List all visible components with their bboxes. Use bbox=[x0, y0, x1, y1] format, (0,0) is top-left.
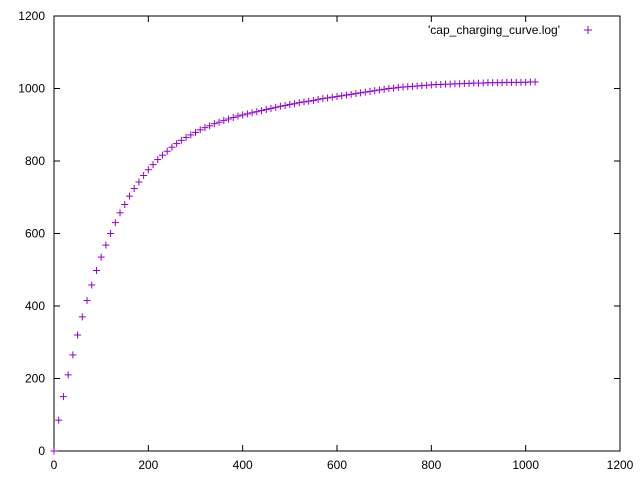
data-point bbox=[295, 99, 303, 107]
data-point bbox=[210, 120, 218, 128]
data-point bbox=[390, 84, 398, 92]
data-point bbox=[192, 128, 199, 136]
data-point bbox=[144, 166, 152, 174]
x-tick-label: 0 bbox=[51, 458, 58, 472]
data-point bbox=[50, 447, 58, 455]
data-point bbox=[177, 136, 185, 144]
data-point bbox=[286, 100, 294, 108]
x-tick-label: 1000 bbox=[512, 458, 539, 472]
data-point bbox=[380, 85, 388, 93]
y-tick-label: 1000 bbox=[18, 82, 45, 96]
x-tick-label: 800 bbox=[421, 458, 441, 472]
data-point bbox=[206, 122, 214, 130]
data-point bbox=[324, 94, 332, 102]
data-point bbox=[88, 281, 96, 289]
data-point bbox=[78, 313, 86, 321]
data-point bbox=[59, 393, 67, 401]
y-tick-label: 200 bbox=[25, 372, 45, 386]
x-tick-label: 200 bbox=[138, 458, 158, 472]
data-point bbox=[258, 107, 266, 115]
data-point bbox=[125, 192, 133, 200]
data-point bbox=[97, 253, 105, 261]
data-point bbox=[92, 266, 100, 274]
data-point bbox=[69, 351, 77, 359]
y-tick-label: 400 bbox=[25, 299, 45, 313]
data-point bbox=[130, 185, 138, 193]
data-point bbox=[366, 87, 374, 95]
data-point bbox=[201, 124, 209, 132]
data-point bbox=[158, 151, 166, 159]
data-point bbox=[111, 219, 119, 227]
data-point bbox=[140, 172, 148, 179]
data-point bbox=[272, 103, 280, 111]
data-point bbox=[220, 116, 228, 124]
data-point bbox=[333, 92, 341, 100]
data-point bbox=[361, 88, 369, 96]
data-point bbox=[64, 371, 72, 379]
data-point bbox=[309, 96, 317, 104]
legend-label: 'cap_charging_curve.log' bbox=[428, 23, 560, 37]
data-point bbox=[225, 115, 233, 123]
data-point bbox=[276, 102, 284, 110]
data-point bbox=[375, 86, 383, 94]
data-point bbox=[116, 209, 124, 217]
data-point bbox=[328, 93, 336, 101]
x-tick-label: 600 bbox=[327, 458, 347, 472]
data-point bbox=[215, 118, 223, 126]
data-point bbox=[182, 133, 190, 141]
data-point bbox=[531, 78, 539, 86]
data-point bbox=[347, 90, 355, 98]
data-point bbox=[107, 230, 115, 237]
data-point bbox=[187, 131, 195, 139]
axis-ticks bbox=[53, 15, 621, 452]
data-point bbox=[262, 106, 270, 114]
data-point bbox=[248, 109, 256, 117]
axis-tick-labels: 0 200 400 600 800 1000 1200 0 200 400 600 800 1000 12… bbox=[18, 9, 633, 472]
data-point bbox=[342, 91, 350, 99]
data-point bbox=[55, 416, 63, 424]
data-point bbox=[239, 111, 247, 119]
data-point bbox=[154, 156, 162, 164]
data-point bbox=[267, 104, 275, 112]
data-point bbox=[319, 95, 327, 103]
data-point bbox=[291, 100, 299, 108]
data-point bbox=[168, 143, 176, 151]
x-tick-label: 400 bbox=[233, 458, 253, 472]
data-point bbox=[234, 112, 242, 120]
data-point bbox=[135, 178, 143, 186]
x-tick-label: 1200 bbox=[607, 458, 634, 472]
data-point bbox=[121, 201, 129, 208]
data-point bbox=[281, 102, 289, 110]
data-point bbox=[357, 89, 365, 97]
y-tick-label: 1200 bbox=[18, 9, 45, 23]
y-tick-label: 600 bbox=[25, 227, 45, 241]
data-point bbox=[371, 87, 379, 95]
data-point bbox=[352, 90, 360, 98]
data-point bbox=[338, 92, 346, 100]
data-point bbox=[149, 161, 157, 169]
data-point bbox=[163, 147, 171, 155]
data-point bbox=[102, 241, 110, 249]
data-point bbox=[300, 98, 308, 106]
data-point bbox=[74, 331, 82, 339]
data-point bbox=[196, 126, 204, 134]
y-tick-label: 0 bbox=[38, 444, 45, 458]
data-point bbox=[243, 110, 251, 118]
y-tick-label: 800 bbox=[25, 154, 45, 168]
data-point bbox=[83, 297, 91, 305]
legend: 'cap_charging_curve.log' bbox=[428, 23, 592, 37]
data-point bbox=[253, 108, 261, 116]
data-point bbox=[305, 97, 313, 105]
data-point bbox=[173, 140, 181, 148]
data-point bbox=[314, 95, 322, 103]
legend-swatch-icon bbox=[584, 26, 592, 34]
data-point bbox=[229, 114, 237, 121]
data-points bbox=[50, 78, 539, 455]
